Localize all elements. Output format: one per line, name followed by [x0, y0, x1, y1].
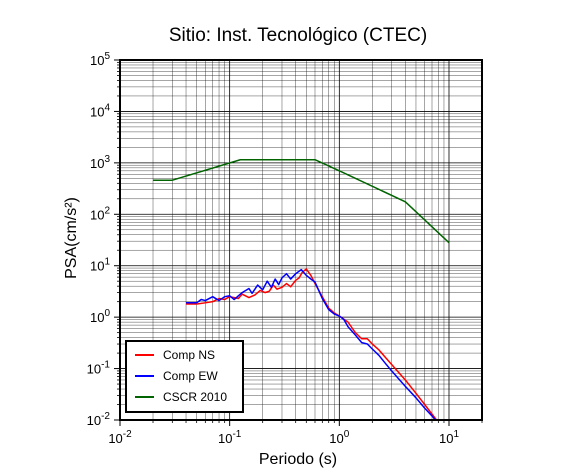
y-tick-label-base: 10 — [90, 259, 104, 274]
legend: Comp NS Comp EW CSCR 2010 — [125, 340, 244, 413]
chart-title: Sitio: Inst. Tecnológico (CTEC) — [169, 25, 427, 46]
legend-label: Comp EW — [163, 369, 218, 383]
y-tick-label-exponent: 1 — [104, 257, 110, 268]
y-tick-label: 10-2 — [87, 411, 111, 428]
y-tick-label-base: 10 — [90, 156, 104, 171]
x-axis-label: Periodo (s) — [259, 451, 337, 468]
x-tick-labels: 10-2 10-1 100 101 — [108, 429, 459, 446]
y-tick-label: 105 — [90, 51, 110, 68]
y-tick-label-exponent: 2 — [104, 205, 110, 216]
y-tick-label: 104 — [90, 102, 110, 119]
y-tick-label-exponent: -2 — [101, 411, 110, 422]
y-tick-label: 102 — [90, 205, 110, 222]
y-axis-label: PSA(cm/s²) — [63, 197, 80, 279]
legend-label: Comp NS — [163, 348, 215, 362]
y-tick-label-exponent: 5 — [104, 51, 110, 62]
x-tick-label-exponent: 1 — [453, 429, 459, 440]
y-tick-label: 10-1 — [87, 360, 111, 377]
y-tick-label-base: 10 — [87, 413, 101, 428]
x-tick-label-exponent: 0 — [344, 429, 350, 440]
x-tick-label: 10-2 — [108, 429, 132, 446]
series-line-comp-ns — [186, 268, 438, 420]
y-tick-label-base: 10 — [90, 104, 104, 119]
y-tick-label: 101 — [90, 257, 110, 274]
x-tick-label-base: 10 — [439, 431, 453, 446]
x-tick-label-exponent: -2 — [123, 429, 132, 440]
y-tick-label-base: 10 — [90, 53, 104, 68]
x-tick-label-exponent: -1 — [232, 429, 241, 440]
x-tick-label-base: 10 — [108, 431, 122, 446]
y-tick-label-base: 10 — [90, 207, 104, 222]
series-line-cscr-2010 — [153, 158, 450, 244]
series-layer — [153, 158, 450, 420]
y-tick-label-base: 10 — [87, 362, 101, 377]
x-tick-label: 100 — [329, 429, 349, 446]
y-tick-label-exponent: 4 — [104, 102, 110, 113]
y-tick-label-exponent: 3 — [104, 154, 110, 165]
x-tick-label: 101 — [439, 429, 459, 446]
x-tick-label: 10-1 — [218, 429, 242, 446]
y-tick-label: 103 — [90, 154, 110, 171]
x-tick-label-base: 10 — [218, 431, 232, 446]
legend-label: CSCR 2010 — [163, 390, 227, 404]
plot-frame — [119, 59, 483, 421]
series-line-comp-ew — [186, 268, 437, 420]
y-tick-label-base: 10 — [90, 310, 104, 325]
axis-ticks — [114, 59, 483, 426]
x-tick-label-base: 10 — [329, 431, 343, 446]
y-tick-label-exponent: 0 — [104, 308, 110, 319]
y-tick-label-exponent: -1 — [101, 360, 110, 371]
y-tick-label: 100 — [90, 308, 110, 325]
